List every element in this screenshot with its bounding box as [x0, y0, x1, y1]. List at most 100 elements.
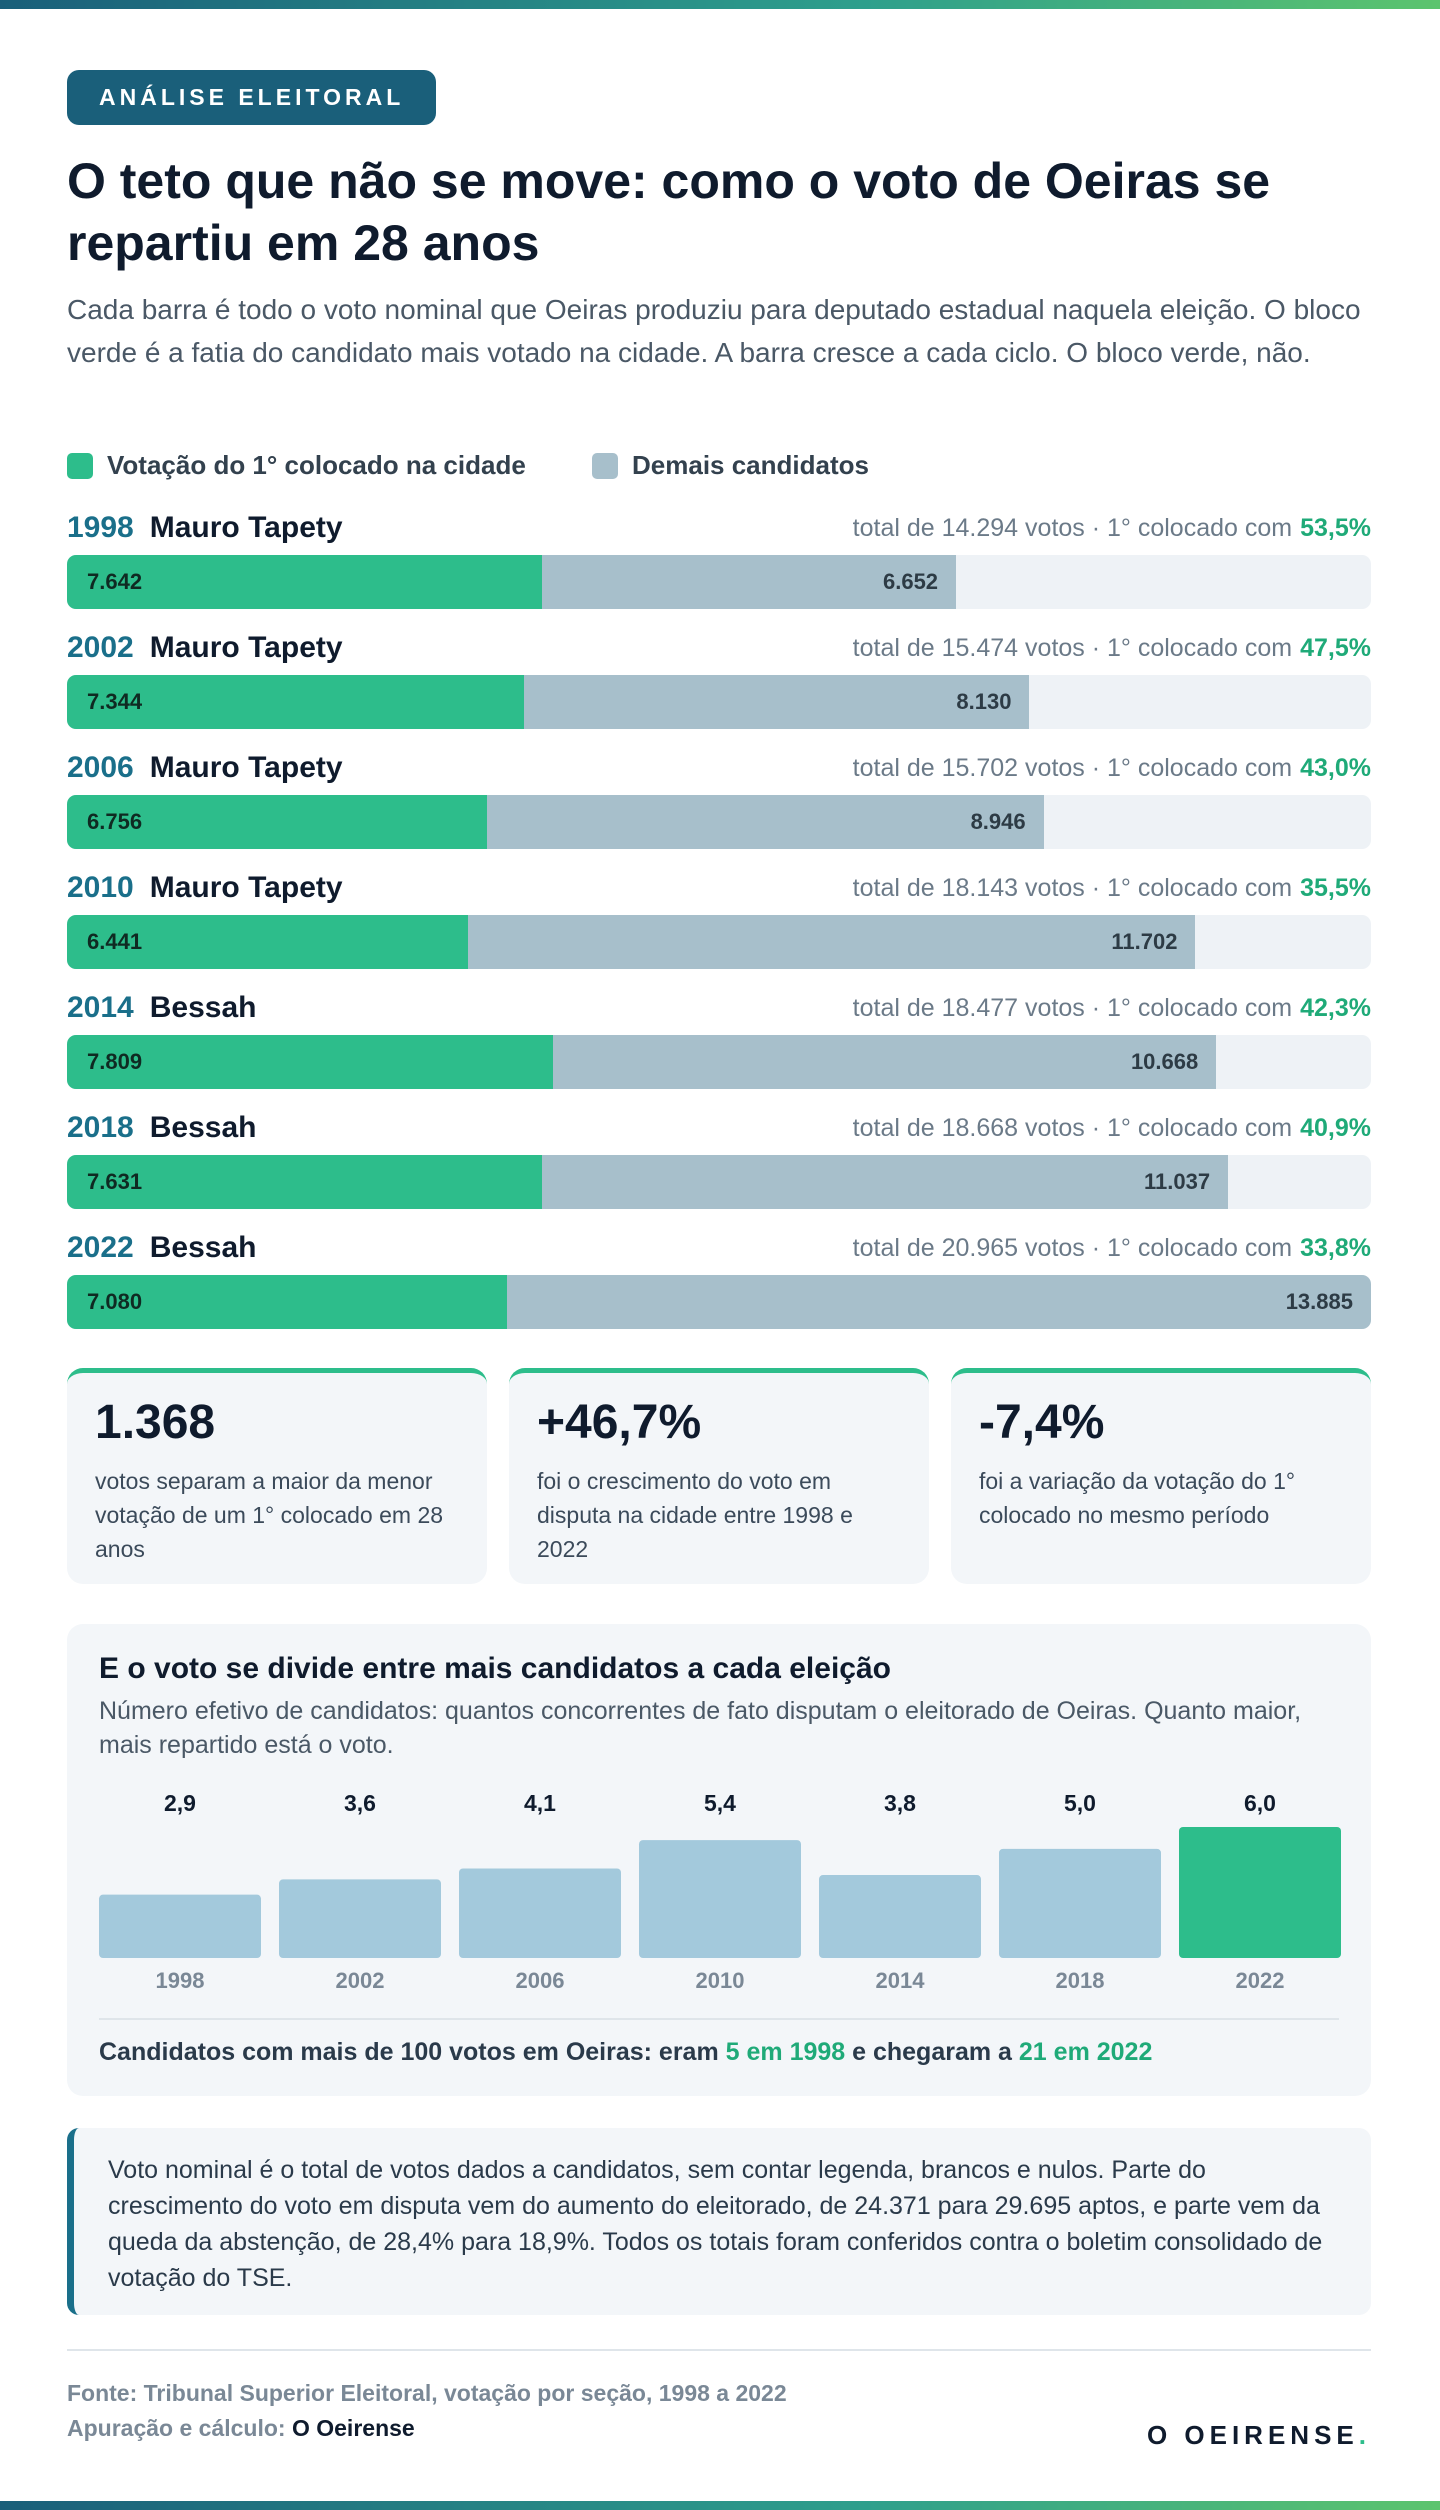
- row-header: 1998 Mauro Tapety total de 14.294 votos · …: [67, 508, 1371, 548]
- bar-value-label: 7.344: [87, 689, 143, 714]
- legend-label: Votação do 1° colocado na cidade: [107, 450, 526, 480]
- bar-segment: 11.037: [541, 1155, 1229, 1209]
- bar-segment: 6.441: [67, 915, 468, 969]
- bar-value-label: 7.631: [87, 1169, 143, 1194]
- row-note: total de 15.702 votos · 1° colocado com 4…: [853, 754, 1371, 783]
- row-note: total de 15.474 votos · 1° colocado com 4…: [853, 634, 1371, 663]
- bar-segment: 11.702: [467, 915, 1196, 969]
- row-note: total de 18.668 votos · 1° colocado com 4…: [853, 1114, 1371, 1143]
- bar-segment: 7.344: [67, 675, 524, 729]
- top-stripe: [0, 0, 1440, 9]
- bar-track: 7.631 11.037: [67, 1155, 1371, 1209]
- stat-card: 1.368 votos separam a maior da menor vota…: [67, 1368, 487, 1584]
- badge: ANÁLISE ELEITORAL: [67, 70, 437, 125]
- candidate: Mauro Tapety: [149, 871, 343, 904]
- x-tick-label: 1998: [156, 1968, 205, 1993]
- bar-track: 7.809 10.668: [67, 1035, 1371, 1089]
- title: O teto que não se move: como o voto de O…: [67, 153, 1271, 271]
- footnote-highlight: 5 em 1998: [725, 2038, 846, 2066]
- chart-subtitle: Número efetivo de candidatos: quantos co…: [99, 1697, 1302, 1759]
- row-label: 1998 Mauro Tapety: [67, 511, 343, 545]
- year: 2002: [67, 631, 134, 664]
- bar-segment: 7.809: [67, 1035, 553, 1089]
- bar: [819, 1875, 981, 1958]
- credit-name: O Oeirense: [291, 2415, 415, 2441]
- bar-track: 7.642 6.652: [67, 555, 1371, 609]
- row-note: total de 18.143 votos · 1° colocado com 3…: [853, 874, 1371, 903]
- logo-text: O OEIRENSE: [1146, 2420, 1359, 2450]
- candidate: Mauro Tapety: [149, 751, 343, 784]
- stat-card: +46,7% foi o crescimento do voto em dispu…: [509, 1368, 929, 1584]
- bar-segment: 8.946: [487, 795, 1044, 849]
- share-label: 43,0%: [1300, 753, 1371, 782]
- stat-value: -7,4%: [979, 1396, 1105, 1449]
- bar-value-label: 3,6: [344, 1790, 376, 1816]
- stat-text: foi a variação da votação do 1° colocado…: [979, 1468, 1296, 1528]
- bar: [279, 1879, 441, 1958]
- logo: O OEIRENSE.: [1147, 2420, 1371, 2451]
- candidate: Mauro Tapety: [149, 631, 343, 664]
- bar: [639, 1840, 801, 1958]
- candidate: Bessah: [149, 1231, 257, 1264]
- bar-value-label: 8.946: [970, 809, 1026, 834]
- legend-swatch: [67, 452, 93, 479]
- row-header: 2002 Mauro Tapety total de 15.474 votos · …: [67, 628, 1371, 668]
- bar-chart: 2,9 1998 3,6 2002 4,1 2006 5,4 2010 3,8 2014 5,0 20…: [99, 1790, 1341, 2020]
- row-label: 2006 Mauro Tapety: [67, 751, 343, 785]
- note: Voto nominal é o total de votos dados a …: [67, 2128, 1371, 2315]
- x-tick-label: 2002: [336, 1968, 385, 1993]
- total-note: total de 15.474 votos · 1° colocado com: [852, 633, 1293, 662]
- bar: [999, 1848, 1161, 1958]
- year: 2006: [67, 751, 134, 784]
- candidate: Bessah: [149, 991, 257, 1024]
- row-header: 2022 Bessah total de 20.965 votos · 1° col…: [67, 1228, 1371, 1268]
- bar-track: 6.756 8.946: [67, 795, 1371, 849]
- year: 2014: [67, 991, 134, 1024]
- chart-title: E o voto se divide entre mais candidatos…: [99, 1652, 891, 1685]
- bar-value-label: 11.702: [1111, 929, 1178, 954]
- bar-track: 7.344 8.130: [67, 675, 1371, 729]
- row-note: total de 18.477 votos · 1° colocado com 4…: [853, 994, 1371, 1023]
- row-header: 2018 Bessah total de 18.668 votos · 1° col…: [67, 1108, 1371, 1148]
- total-note: total de 14.294 votos · 1° colocado com: [852, 513, 1293, 542]
- bar-segment: 6.652: [542, 555, 957, 609]
- legend-label: Demais candidatos: [632, 450, 869, 480]
- divider: [67, 2349, 1371, 2351]
- bar-value-label: 3,8: [884, 1790, 916, 1816]
- total-note: total de 18.143 votos · 1° colocado com: [852, 873, 1293, 902]
- bar-value-label: 6,0: [1244, 1790, 1276, 1816]
- candidate: Bessah: [149, 1111, 257, 1144]
- row-header: 2010 Mauro Tapety total de 18.143 votos · …: [67, 868, 1371, 908]
- row-label: 2022 Bessah: [67, 1231, 256, 1265]
- row-label: 2002 Mauro Tapety: [67, 631, 343, 665]
- credit: Apuração e cálculo: O Oeirense: [67, 2415, 415, 2442]
- row-header: 2014 Bessah total de 18.477 votos · 1° col…: [67, 988, 1371, 1028]
- year: 2010: [67, 871, 134, 904]
- logo-dot: .: [1358, 2420, 1371, 2450]
- bar-value-label: 6.652: [882, 569, 939, 594]
- share-label: 33,8%: [1300, 1233, 1371, 1262]
- row-label: 2010 Mauro Tapety: [67, 871, 343, 905]
- bar-value-label: 4,1: [524, 1790, 556, 1816]
- bar-value-label: 7.080: [87, 1289, 143, 1314]
- row-label: 2018 Bessah: [67, 1111, 256, 1145]
- year: 1998: [67, 511, 134, 544]
- bar: [1179, 1827, 1341, 1958]
- total-note: total de 18.668 votos · 1° colocado com: [852, 1113, 1293, 1142]
- bar-segment: 7.080: [67, 1275, 508, 1329]
- total-note: total de 15.702 votos · 1° colocado com: [852, 753, 1293, 782]
- bar-segment: 13.885: [507, 1275, 1371, 1329]
- total-note: total de 20.965 votos · 1° colocado com: [852, 1233, 1293, 1262]
- stat-value: 1.368: [95, 1396, 216, 1449]
- x-tick-label: 2006: [516, 1968, 565, 1993]
- share-label: 53,5%: [1300, 513, 1371, 542]
- bar: [459, 1868, 621, 1958]
- footnote-text: Candidatos com mais de 100 votos em Oeir…: [99, 2038, 726, 2066]
- bar-value-label: 6.756: [87, 809, 143, 834]
- bar-value-label: 5,4: [704, 1790, 736, 1816]
- x-tick-label: 2018: [1056, 1968, 1105, 1993]
- x-tick-label: 2014: [876, 1968, 926, 1993]
- source: Fonte: Tribunal Superior Eleitoral, vota…: [67, 2380, 787, 2406]
- bar-segment: 7.642: [67, 555, 543, 609]
